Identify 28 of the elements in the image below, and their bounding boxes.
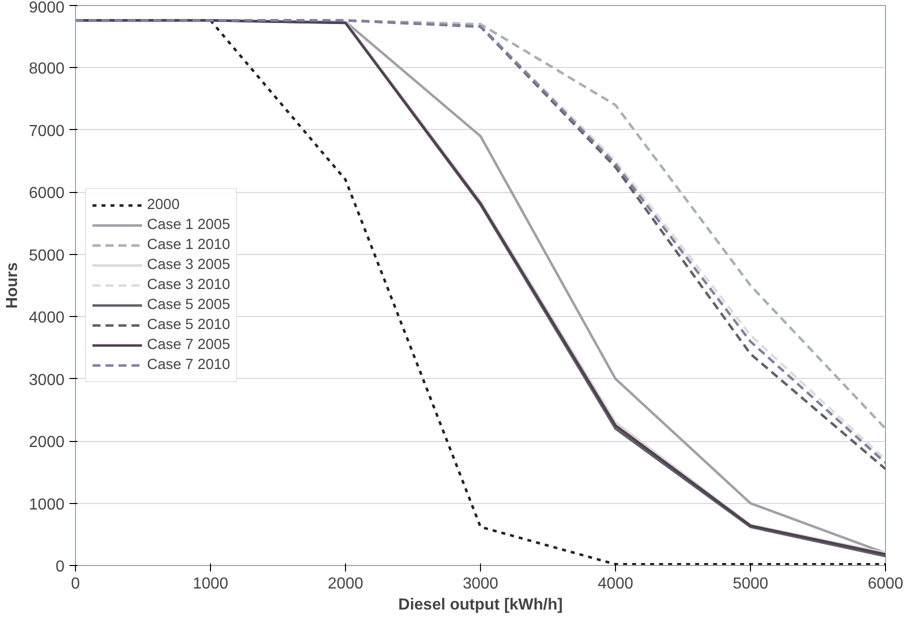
x-tick-label: 4000 [598,576,634,592]
legend-label: Case 5 2010 [147,317,230,333]
legend-label: Case 5 2005 [147,297,230,313]
x-tick-label: 6000 [868,576,904,592]
x-tick-label: 5000 [732,576,768,592]
y-tick-label: 7000 [28,122,65,140]
y-tick-label: 5000 [28,247,65,264]
legend-label: Case 3 2010 [147,277,230,293]
legend-label: Case 7 2005 [147,337,230,353]
legend-label: Case 3 2005 [147,257,230,273]
legend-label: Case 1 2005 [147,217,230,233]
y-tick-label: 8000 [28,60,65,78]
y-tick-label: 3000 [28,372,65,389]
x-tick-label: 0 [71,576,80,592]
y-tick-label: 9000 [28,0,65,16]
y-tick-label: 2000 [28,434,65,452]
y-tick-label: 4000 [28,310,65,327]
y-axis-title: Hours [4,262,21,309]
y-tick-label: 6000 [28,185,65,202]
y-tick-label: 0 [56,558,65,576]
x-tick-label: 2000 [328,576,364,592]
legend-label: Case 1 2010 [147,237,230,253]
x-tick-label: 3000 [462,576,498,592]
legend-label: Case 7 2010 [147,357,230,373]
x-tick-label: 1000 [192,576,228,592]
y-tick-label: 1000 [28,496,65,514]
x-axis-title: Diesel output [kWh/h] [398,596,563,614]
legend-label: 2000 [147,197,180,213]
